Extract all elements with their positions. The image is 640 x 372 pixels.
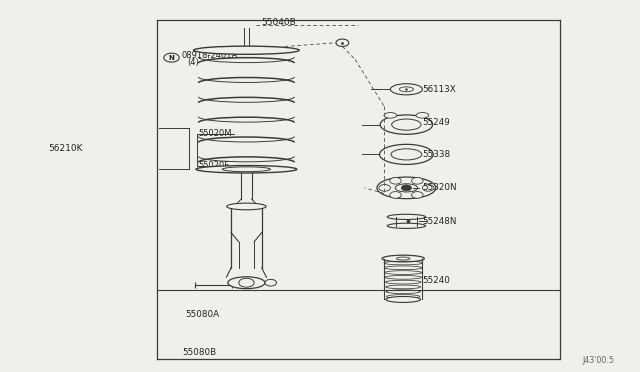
Text: 08918-2401A: 08918-2401A <box>181 51 237 60</box>
Circle shape <box>412 177 423 184</box>
Ellipse shape <box>391 149 422 160</box>
Circle shape <box>390 177 401 184</box>
Ellipse shape <box>392 119 421 130</box>
Ellipse shape <box>193 46 300 54</box>
Ellipse shape <box>228 277 265 289</box>
Ellipse shape <box>384 112 397 118</box>
Ellipse shape <box>397 257 410 260</box>
Text: 55040B: 55040B <box>261 18 296 27</box>
Ellipse shape <box>387 214 426 219</box>
Ellipse shape <box>227 203 266 210</box>
Text: 55020F: 55020F <box>198 161 230 170</box>
Text: 55020M: 55020M <box>198 129 232 138</box>
Circle shape <box>412 192 423 198</box>
Circle shape <box>379 185 390 191</box>
Circle shape <box>401 185 412 191</box>
Text: 55338: 55338 <box>422 150 451 159</box>
Ellipse shape <box>196 166 297 173</box>
Ellipse shape <box>387 223 426 228</box>
Ellipse shape <box>386 296 420 302</box>
Text: 55080B: 55080B <box>182 348 216 357</box>
Ellipse shape <box>416 112 429 118</box>
Text: (4): (4) <box>188 58 199 67</box>
Circle shape <box>336 39 349 46</box>
Circle shape <box>239 278 254 287</box>
Ellipse shape <box>382 255 424 262</box>
Ellipse shape <box>377 177 436 199</box>
Text: 55320N: 55320N <box>422 183 457 192</box>
Text: J43'00.5: J43'00.5 <box>582 356 614 365</box>
Ellipse shape <box>396 184 417 192</box>
Text: 56210K: 56210K <box>48 144 83 153</box>
Ellipse shape <box>390 84 422 95</box>
Ellipse shape <box>380 144 433 164</box>
Circle shape <box>390 192 401 198</box>
Text: N: N <box>168 55 175 61</box>
Ellipse shape <box>399 87 413 92</box>
Text: 55248N: 55248N <box>422 217 457 226</box>
Text: 55240: 55240 <box>422 276 451 285</box>
Text: 55080A: 55080A <box>186 310 220 319</box>
Text: 56113X: 56113X <box>422 85 456 94</box>
Ellipse shape <box>380 115 433 134</box>
Circle shape <box>422 185 434 191</box>
Text: 55249: 55249 <box>422 118 450 127</box>
Circle shape <box>265 279 276 286</box>
